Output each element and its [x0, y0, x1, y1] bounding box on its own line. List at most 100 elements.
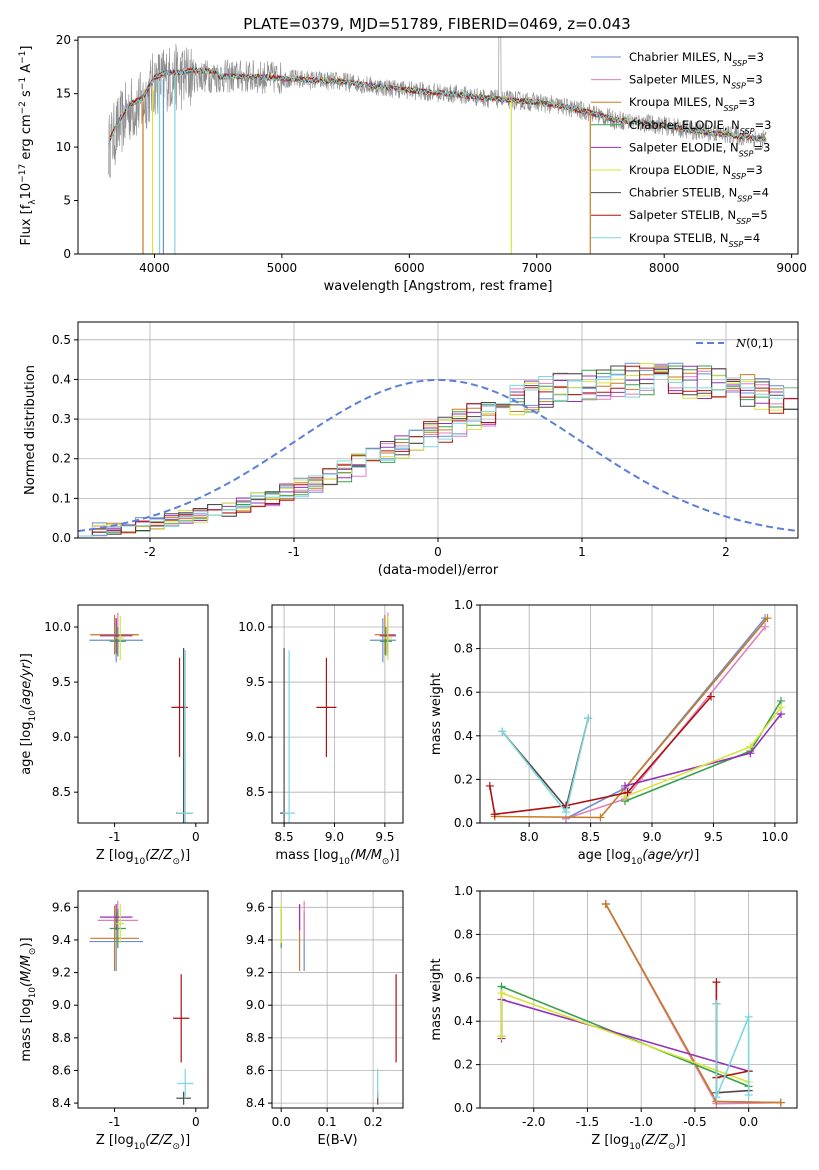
x-axis-label: Z [log10(Z/Z⊙)] — [96, 848, 190, 867]
weight-marker — [596, 813, 605, 822]
data-point-kroupa-elodie — [116, 616, 125, 661]
x-tick-label: 1 — [578, 545, 586, 559]
weight-line-salpeter-elodie — [500, 998, 749, 1072]
plot-area — [280, 612, 396, 823]
y-tick-label: 0.0 — [454, 816, 473, 830]
x-tick-label: -1.0 — [629, 1115, 652, 1129]
y-axis-label: Flux [fλ10−17 erg cm−2 s−1 A−1] — [18, 46, 38, 246]
panel-massweight-vs-age: 8.0 8.5 9.0 9.5 10.0 0.0 0.2 0.4 0.6 0.8 1.0 age [l… — [429, 598, 798, 867]
weight-marker — [776, 1098, 785, 1107]
gridlines — [480, 890, 797, 1109]
y-tick-label: 1.0 — [454, 884, 473, 898]
weight-marker — [706, 692, 715, 701]
weight-line-chabrier-miles — [605, 903, 781, 1104]
data-point-kroupa-miles — [90, 905, 139, 971]
legend-entry: Kroupa STELIB, NSSP=4 — [629, 231, 760, 249]
weight-marker — [777, 703, 786, 712]
plot-area — [89, 900, 194, 1105]
model-spectrum-kroupa-stelib — [108, 66, 767, 145]
legend-entry: Salpeter ELODIE, NSSP=3 — [629, 140, 770, 158]
weight-marker — [620, 781, 629, 790]
y-tick-label: 0.4 — [52, 372, 71, 386]
axes: 8.0 8.5 9.0 9.5 10.0 0.0 0.2 0.4 0.6 0.8 1.0 age [l… — [429, 598, 798, 867]
x-tick-label: 0.0 — [739, 1115, 758, 1129]
legend-entry: Salpeter STELIB, NSSP=5 — [629, 208, 768, 226]
weight-marker — [761, 622, 770, 631]
x-tick-label: 8.0 — [520, 830, 539, 844]
data-point-kroupa-stelib — [177, 650, 194, 823]
gridlines — [272, 891, 403, 1108]
y-tick-label: 8.6 — [52, 1063, 71, 1077]
weight-marker — [623, 788, 632, 797]
x-axis-label: Z [log10(Z/Z⊙)] — [591, 1133, 685, 1152]
y-tick-label: 9.6 — [52, 900, 71, 914]
y-tick-label: 10.0 — [44, 620, 71, 634]
y-tick-label: 1.0 — [454, 598, 473, 612]
plot-area — [108, 37, 767, 254]
axes: -2 -1 0 1 2 0.0 0.1 0.2 0.3 0.4 0.5 (data-model)/er… — [23, 321, 799, 578]
x-tick-label: 9.0 — [642, 830, 661, 844]
y-tick-label: 0.8 — [454, 927, 473, 941]
y-tick-label: 9.4 — [246, 933, 265, 947]
y-tick-label: 0.6 — [454, 971, 473, 985]
residual-histogram-salpeter-stelib — [78, 365, 798, 537]
x-tick-label: 4000 — [139, 261, 170, 275]
weight-marker — [562, 808, 571, 817]
y-tick-label: 0.0 — [52, 531, 71, 545]
weight-marker — [746, 742, 755, 751]
data-point-kroupa-elodie — [116, 904, 125, 944]
weight-marker — [763, 614, 772, 623]
weight-marker — [744, 1012, 753, 1021]
weight-marker — [744, 1090, 753, 1099]
x-tick-label: 6000 — [394, 261, 425, 275]
weight-marker — [620, 792, 629, 801]
y-tick-label: 9.0 — [246, 998, 265, 1012]
y-tick-label: 0.5 — [52, 333, 71, 347]
plot-area — [497, 900, 785, 1108]
axes: 4000 5000 6000 7000 8000 9000 0 5 10 15 20 waveleng… — [18, 33, 807, 294]
y-tick-label: 8.4 — [246, 1096, 265, 1110]
legend-entry: Chabrier MILES, NSSP=3 — [629, 50, 764, 68]
y-axis-label: mass [log10(M/M⊙)] — [19, 937, 38, 1061]
x-axis-label: Z [log10(Z/Z⊙)] — [96, 1133, 190, 1152]
weight-marker — [485, 781, 494, 790]
axes-frame — [271, 604, 404, 824]
x-tick-label: 0 — [434, 545, 442, 559]
plot-area — [485, 614, 786, 823]
y-tick-label: 9.6 — [246, 900, 265, 914]
legend-entry: Kroupa ELODIE, NSSP=3 — [629, 163, 763, 181]
y-tick-label: 15 — [56, 87, 71, 101]
weight-line-salpeter-miles — [605, 903, 781, 1105]
y-tick-label: 9.2 — [52, 966, 71, 980]
weight-marker — [712, 1093, 721, 1102]
data-point-kroupa-elodie — [383, 616, 392, 661]
panel-mass-vs-z: -1 0 8.4 8.6 8.8 9.0 9.2 9.4 9.6 Z [log10(Z/Z⊙)] m… — [19, 890, 209, 1152]
x-axis-label: (data-model)/error — [378, 563, 499, 578]
y-tick-label: 0.8 — [454, 642, 473, 656]
y-tick-label: 8.5 — [246, 785, 265, 799]
x-tick-label: -1 — [288, 545, 300, 559]
axes-frame — [77, 36, 799, 255]
weight-marker — [498, 727, 507, 736]
weight-marker — [601, 900, 610, 909]
y-tick-label: 0.2 — [454, 1058, 473, 1072]
y-tick-label: 9.0 — [52, 730, 71, 744]
x-tick-label: 2 — [722, 545, 730, 559]
y-tick-label: 0.4 — [454, 729, 473, 743]
y-tick-label: 9.4 — [52, 933, 71, 947]
legend-entry: Chabrier ELODIE, NSSP=3 — [629, 118, 771, 136]
weight-line-kroupa-stelib — [715, 1003, 750, 1098]
weight-marker — [497, 1032, 506, 1041]
y-tick-label: 0.2 — [52, 452, 71, 466]
legend-entry: N(0,1) — [735, 336, 773, 350]
axes-frame — [77, 604, 209, 824]
y-tick-label: 0.3 — [52, 412, 71, 426]
weight-line-chabrier-stelib — [501, 718, 589, 810]
plot-area — [78, 362, 798, 537]
legend-entry: Salpeter MILES, NSSP=3 — [629, 73, 763, 91]
x-tick-label: 0.2 — [364, 1115, 383, 1129]
x-tick-label: 9.0 — [325, 830, 344, 844]
y-tick-label: 0.1 — [52, 491, 71, 505]
x-axis-label: age [log10(age/yr)] — [578, 848, 700, 867]
residual-histogram-kroupa-elodie — [78, 363, 798, 537]
